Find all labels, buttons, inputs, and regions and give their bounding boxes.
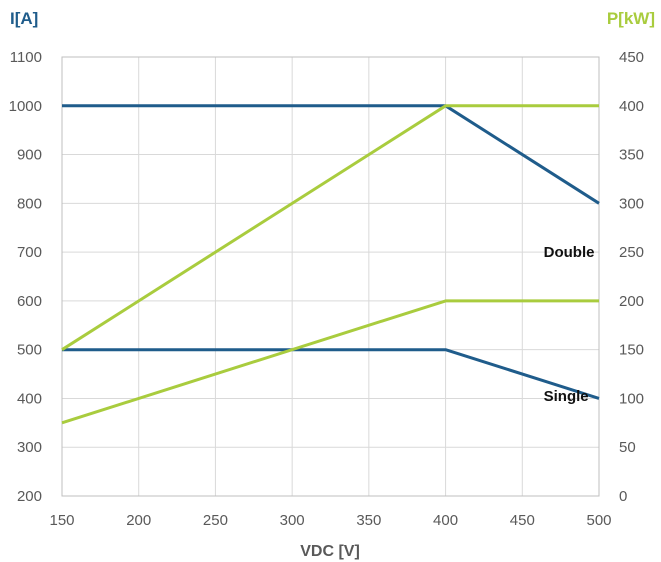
y-left-tick-label: 200 <box>17 488 42 505</box>
y-axis-right-title: P[kW] <box>607 9 655 28</box>
y-right-tick-label: 400 <box>619 98 644 115</box>
x-tick-label: 250 <box>203 512 228 529</box>
annotation-double: Double <box>544 244 595 261</box>
series-layer <box>61 104 600 425</box>
y-left-tick-label: 700 <box>17 244 42 261</box>
y-left-tick-label: 600 <box>17 293 42 310</box>
y-right-tick-label: 350 <box>619 147 644 164</box>
y-right-tick-label: 300 <box>619 195 644 212</box>
y-left-tick-label: 400 <box>17 390 42 407</box>
x-tick-label: 500 <box>586 512 611 529</box>
x-tick-label: 300 <box>280 512 305 529</box>
x-axis-title: VDC [V] <box>300 543 360 560</box>
annotation-single: Single <box>544 388 589 405</box>
x-tick-label: 350 <box>356 512 381 529</box>
y-left-tick-label: 900 <box>17 147 42 164</box>
y-right-tick-label: 450 <box>619 49 644 66</box>
y-left-tick-label: 500 <box>17 342 42 359</box>
series-line <box>61 104 599 351</box>
y-left-tick-label: 800 <box>17 195 42 212</box>
series-line <box>62 348 600 400</box>
y-left-tick-label: 1100 <box>10 49 42 66</box>
y-right-tick-label: 200 <box>619 293 644 310</box>
x-tick-label: 450 <box>510 512 535 529</box>
y-right-tick-label: 0 <box>619 488 627 505</box>
y-axis-left-title: I[A] <box>10 9 38 28</box>
y-right-tick-label: 100 <box>619 390 644 407</box>
y-left-tick-label: 300 <box>17 439 42 456</box>
series-line <box>61 299 599 425</box>
x-tick-label: 200 <box>126 512 151 529</box>
y-left-tick-label: 1000 <box>9 98 42 115</box>
x-tick-label: 150 <box>49 512 74 529</box>
grid <box>61 56 600 497</box>
tick-labels: 200 300 400 500 600 700 800 900 1000 1100 0 50 100 15… <box>9 49 644 529</box>
y-right-tick-label: 150 <box>619 342 644 359</box>
x-tick-label: 400 <box>433 512 458 529</box>
y-right-tick-label: 250 <box>619 244 644 261</box>
plot-frame <box>61 56 600 497</box>
y-right-tick-label: 50 <box>619 439 636 456</box>
